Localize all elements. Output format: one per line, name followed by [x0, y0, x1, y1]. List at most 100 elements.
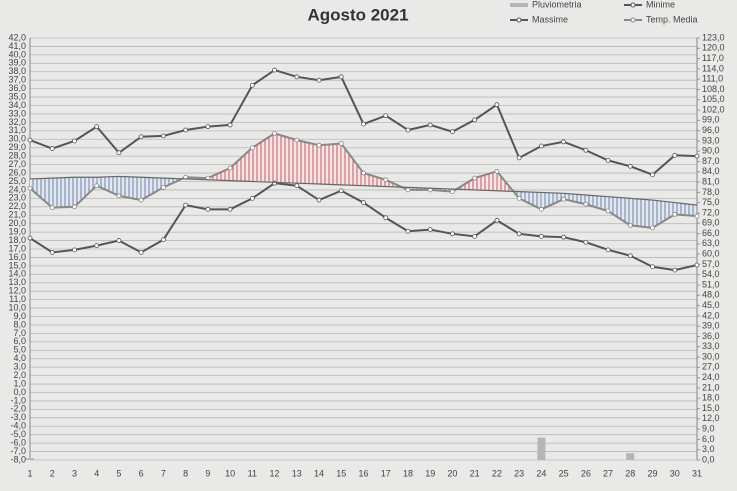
marker: [650, 172, 655, 178]
marker: [72, 204, 77, 210]
marker: [650, 225, 655, 231]
marker: [94, 183, 100, 189]
marker: [561, 139, 566, 145]
marker: [450, 129, 455, 135]
marker: [472, 175, 478, 181]
y2-tick-label: 111,0: [702, 74, 723, 84]
marker: [672, 267, 678, 273]
marker: [272, 67, 277, 73]
y-tick-label: 28,0: [8, 151, 26, 161]
y-tick-label: -3,0: [10, 412, 26, 422]
y2-tick-label: 36,0: [702, 331, 720, 341]
area-above: [319, 143, 342, 185]
marker: [361, 121, 366, 127]
y2-tick-label: 3,0: [702, 444, 715, 454]
marker: [160, 133, 166, 139]
x-tick-label: 17: [381, 468, 391, 478]
y-tick-label: 0,0: [13, 387, 26, 397]
y-tick-label: 3,0: [13, 362, 26, 372]
area-above: [274, 133, 297, 184]
x-tick-label: 14: [314, 468, 324, 478]
marker: [538, 206, 544, 212]
marker: [294, 74, 300, 80]
area-below: [652, 200, 675, 228]
marker: [27, 235, 33, 241]
area-above: [252, 133, 275, 183]
y-tick-label: 17,0: [8, 243, 26, 253]
marker: [138, 134, 144, 140]
marker: [27, 137, 33, 143]
x-tick-label: 20: [447, 468, 457, 478]
legend-label: Massime: [532, 14, 568, 24]
marker: [383, 177, 389, 183]
y-tick-label: 41,0: [8, 41, 26, 51]
marker: [405, 127, 411, 133]
marker: [316, 77, 322, 83]
marker: [49, 146, 55, 151]
marker: [383, 215, 389, 221]
y-tick-label: 14,0: [8, 269, 26, 279]
marker: [116, 238, 122, 243]
y2-tick-label: 9,0: [702, 423, 715, 433]
y-tick-label: -2,0: [10, 404, 26, 414]
x-tick-label: 21: [470, 468, 480, 478]
x-tick-label: 11: [248, 468, 257, 478]
y-tick-label: 23,0: [8, 193, 26, 203]
area-above: [474, 171, 497, 191]
marker: [249, 195, 255, 201]
y-tick-label: 8,0: [13, 319, 26, 329]
marker: [316, 197, 322, 203]
marker: [227, 206, 233, 212]
chart-title: Agosto 2021: [307, 5, 408, 24]
marker: [605, 247, 611, 253]
y2-tick-label: 51,0: [702, 279, 720, 289]
marker: [494, 217, 500, 223]
y-tick-label: 27,0: [8, 159, 26, 169]
marker: [583, 201, 589, 207]
marker: [561, 234, 566, 240]
x-tick-label: 5: [116, 468, 121, 478]
marker: [249, 82, 255, 88]
marker: [694, 153, 700, 159]
y-tick-label: 1,0: [13, 378, 26, 388]
marker: [605, 157, 611, 163]
y-tick-label: 34,0: [8, 100, 26, 110]
y-tick-label: 12,0: [8, 286, 26, 296]
y2-tick-label: 39,0: [702, 321, 720, 331]
legend-label: Pluviometria: [532, 0, 582, 9]
marker: [138, 197, 144, 203]
y-tick-label: 30,0: [8, 134, 26, 144]
marker: [538, 143, 544, 149]
y2-tick-label: 12,0: [702, 413, 720, 423]
marker: [227, 165, 233, 171]
x-tick-label: 13: [292, 468, 302, 478]
y2-tick-label: 93,0: [702, 135, 720, 145]
marker: [72, 138, 77, 144]
y-tick-label: 37,0: [8, 75, 26, 85]
y2-tick-label: 90,0: [702, 146, 720, 156]
marker: [494, 102, 500, 108]
x-tick-label: 24: [536, 468, 546, 478]
y2-tick-label: 33,0: [702, 341, 720, 351]
x-tick-label: 16: [358, 468, 368, 478]
y-tick-label: 42,0: [8, 32, 26, 42]
marker: [405, 228, 411, 234]
marker: [627, 163, 633, 169]
y2-tick-label: 114,0: [702, 63, 724, 73]
x-tick-label: 31: [692, 468, 702, 478]
area-below: [52, 177, 75, 208]
y-tick-label: 4,0: [13, 353, 26, 363]
y2-tick-label: 42,0: [702, 310, 720, 320]
legend-marker: [516, 17, 522, 23]
x-tick-label: 9: [205, 468, 210, 478]
marker: [361, 200, 366, 205]
marker: [450, 189, 455, 195]
marker: [427, 122, 433, 128]
y2-tick-label: 24,0: [702, 372, 720, 382]
marker: [294, 183, 300, 189]
marker: [694, 213, 700, 219]
y-tick-label: -5,0: [10, 429, 26, 439]
legend-marker: [630, 17, 636, 23]
area-below: [118, 176, 142, 201]
